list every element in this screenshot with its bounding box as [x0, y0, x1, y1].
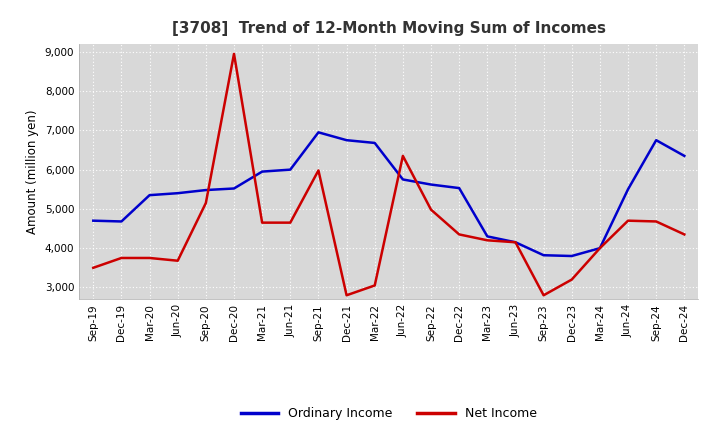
Net Income	[427, 207, 436, 213]
Ordinary Income	[89, 218, 98, 224]
Ordinary Income	[511, 240, 520, 245]
Ordinary Income	[483, 234, 492, 239]
Net Income	[399, 153, 408, 158]
Ordinary Income	[624, 187, 632, 192]
Ordinary Income	[370, 140, 379, 146]
Ordinary Income	[286, 167, 294, 172]
Net Income	[624, 218, 632, 224]
Ordinary Income	[652, 138, 660, 143]
Ordinary Income	[314, 130, 323, 135]
Net Income	[258, 220, 266, 225]
Net Income	[314, 168, 323, 173]
Ordinary Income	[595, 246, 604, 251]
Ordinary Income	[399, 177, 408, 182]
Net Income	[174, 258, 182, 264]
Line: Net Income: Net Income	[94, 54, 684, 295]
Ordinary Income	[342, 138, 351, 143]
Net Income	[455, 232, 464, 237]
Ordinary Income	[174, 191, 182, 196]
Net Income	[511, 240, 520, 245]
Net Income	[680, 232, 688, 237]
Title: [3708]  Trend of 12-Month Moving Sum of Incomes: [3708] Trend of 12-Month Moving Sum of I…	[172, 21, 606, 36]
Net Income	[539, 293, 548, 298]
Net Income	[145, 255, 154, 260]
Net Income	[89, 265, 98, 271]
Net Income	[567, 277, 576, 282]
Ordinary Income	[230, 186, 238, 191]
Net Income	[202, 200, 210, 205]
Net Income	[117, 255, 126, 260]
Ordinary Income	[145, 193, 154, 198]
Net Income	[342, 293, 351, 298]
Ordinary Income	[455, 185, 464, 191]
Ordinary Income	[680, 153, 688, 158]
Net Income	[370, 283, 379, 288]
Net Income	[230, 51, 238, 56]
Ordinary Income	[427, 182, 436, 187]
Net Income	[595, 246, 604, 251]
Net Income	[286, 220, 294, 225]
Ordinary Income	[202, 187, 210, 193]
Y-axis label: Amount (million yen): Amount (million yen)	[27, 110, 40, 234]
Legend: Ordinary Income, Net Income: Ordinary Income, Net Income	[235, 403, 542, 425]
Net Income	[483, 238, 492, 243]
Line: Ordinary Income: Ordinary Income	[94, 132, 684, 256]
Ordinary Income	[539, 253, 548, 258]
Ordinary Income	[117, 219, 126, 224]
Net Income	[652, 219, 660, 224]
Ordinary Income	[567, 253, 576, 259]
Ordinary Income	[258, 169, 266, 174]
